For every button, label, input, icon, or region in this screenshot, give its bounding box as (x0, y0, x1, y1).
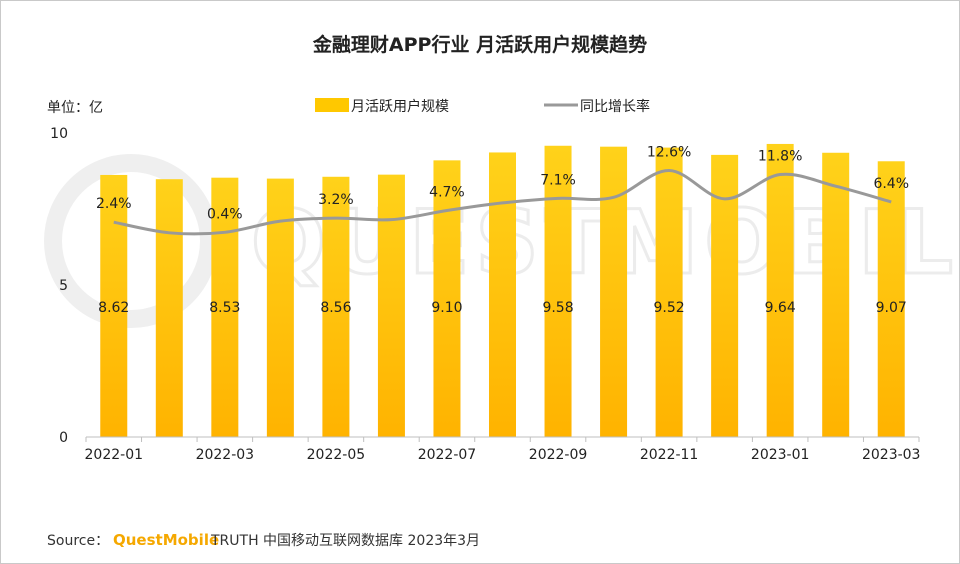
bar (100, 174, 128, 437)
x-tick-label: 2022-05 (307, 447, 366, 463)
bar (766, 143, 794, 437)
growth-rate-label: 0.4% (207, 206, 243, 222)
bar (489, 152, 516, 437)
source-brand: QuestMobile (113, 531, 219, 549)
legend: 月活跃用户规模 同比增长率 (315, 98, 650, 115)
legend-line-label: 同比增长率 (580, 98, 650, 115)
bar (544, 145, 572, 437)
legend-bar-label: 月活跃用户规模 (351, 98, 449, 115)
bar-value-label: 8.53 (209, 300, 240, 316)
bar-data-labels: 8.62 8.53 8.56 9.10 9.58 9.52 9.64 9.07 (98, 300, 907, 316)
bar-value-label: 9.07 (876, 300, 907, 316)
growth-rate-label: 7.1% (540, 172, 576, 188)
growth-rate-line (113, 168, 892, 236)
x-tick-label: 2022-09 (529, 447, 588, 463)
y-tick-label: 5 (59, 278, 68, 294)
bar (711, 154, 739, 437)
bar-value-label: 9.10 (431, 300, 462, 316)
growth-rate-label: 6.4% (873, 176, 909, 192)
bar-value-label: 8.56 (320, 300, 351, 316)
x-tick-label: 2022-01 (85, 447, 144, 463)
bar (600, 146, 628, 437)
bar (155, 179, 183, 437)
growth-rate-label: 3.2% (318, 192, 354, 208)
bar (266, 178, 294, 437)
x-tick-label: 2022-11 (640, 447, 699, 463)
x-tick-label: 2022-07 (418, 447, 477, 463)
unit-label: 单位：亿 (47, 100, 103, 116)
bar (211, 177, 239, 438)
bar (322, 176, 350, 437)
growth-rate-label: 4.7% (429, 185, 465, 201)
bar (655, 147, 683, 438)
bar-value-label: 9.52 (654, 300, 685, 316)
source-note: Source： QuestMobile TRUTH 中国移动互联网数据库 202… (47, 531, 480, 549)
bar (877, 161, 905, 437)
chart-title: 金融理财APP行业 月活跃用户规模趋势 (312, 33, 647, 56)
bar-value-label: 9.64 (765, 300, 796, 316)
y-tick-label: 0 (59, 430, 68, 446)
y-tick-label: 10 (50, 126, 68, 142)
bar (377, 174, 405, 437)
bar-value-label: 8.62 (98, 300, 129, 316)
bar-value-label: 9.58 (542, 300, 573, 316)
x-axis-ticks (85, 437, 920, 442)
growth-rate-label: 12.6% (647, 144, 691, 160)
growth-rate-label: 2.4% (96, 196, 132, 212)
x-axis-labels: 2022-01 2022-03 2022-05 2022-07 2022-09 2022-… (85, 447, 921, 463)
y-axis: 0 5 10 (50, 126, 68, 446)
bar (822, 152, 850, 437)
bar (433, 160, 461, 438)
legend-bar-swatch (315, 98, 349, 112)
x-tick-label: 2023-03 (862, 447, 921, 463)
source-rest: TRUTH 中国移动互联网数据库 2023年3月 (210, 533, 480, 549)
x-tick-label: 2022-03 (196, 447, 255, 463)
bar-series (100, 143, 905, 438)
line-data-labels: 2.4% 0.4% 3.2% 4.7% 7.1% 12.6% 11.8% 6.4% (96, 144, 909, 222)
x-tick-label: 2023-01 (751, 447, 810, 463)
source-prefix: Source： (47, 533, 109, 549)
growth-rate-label: 11.8% (758, 149, 802, 165)
